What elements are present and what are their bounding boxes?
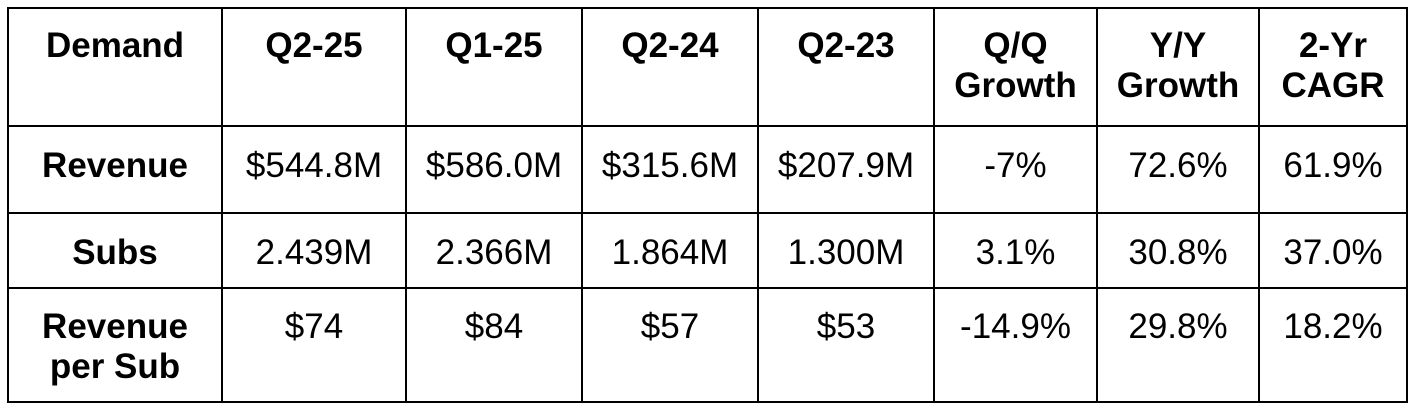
demand-table-container: Demand Q2-25 Q1-25 Q2-24 Q2-23 Q/Q Growt… xyxy=(7,7,1408,403)
table-cell: 37.0% xyxy=(1258,212,1408,289)
table-row-subs: Subs 2.439M 2.366M 1.864M 1.300M 3.1% 30… xyxy=(7,212,1408,289)
column-header-yy-growth: Y/Y Growth xyxy=(1096,7,1260,127)
table-cell: 61.9% xyxy=(1258,125,1408,214)
row-label-revenue: Revenue xyxy=(7,125,223,214)
column-header-line: Q2-24 xyxy=(621,26,719,65)
table-cell: $207.9M xyxy=(757,125,935,214)
row-label-subs: Subs xyxy=(7,212,223,289)
column-header-line: 2-Yr xyxy=(1298,26,1368,65)
column-header-q2-23: Q2-23 xyxy=(757,7,935,127)
column-header-2yr-cagr: 2-Yr CAGR xyxy=(1258,7,1408,127)
row-label-line: per Sub xyxy=(49,347,181,386)
row-label-revenue-per-sub: Revenue per Sub xyxy=(7,287,223,403)
header-row: Demand Q2-25 Q1-25 Q2-24 Q2-23 Q/Q Growt… xyxy=(7,7,1408,127)
column-header-q2-24: Q2-24 xyxy=(581,7,759,127)
row-label-line: Revenue xyxy=(42,146,188,185)
table-cell: $315.6M xyxy=(581,125,759,214)
table-row-revenue: Revenue $544.8M $586.0M $315.6M $207.9M … xyxy=(7,125,1408,214)
demand-table: Demand Q2-25 Q1-25 Q2-24 Q2-23 Q/Q Growt… xyxy=(7,7,1408,403)
column-header-q1-25: Q1-25 xyxy=(405,7,583,127)
table-cell: -7% xyxy=(933,125,1098,214)
column-header-line: Growth xyxy=(954,66,1077,105)
corner-header-demand: Demand xyxy=(7,7,223,127)
table-cell: $84 xyxy=(405,287,583,403)
corner-header-text: Demand xyxy=(45,26,185,65)
table-cell: 18.2% xyxy=(1258,287,1408,403)
table-cell: 29.8% xyxy=(1096,287,1260,403)
table-cell: $53 xyxy=(757,287,935,403)
table-cell: $74 xyxy=(221,287,407,403)
column-header-q2-25: Q2-25 xyxy=(221,7,407,127)
column-header-line: Y/Y xyxy=(1149,26,1207,65)
column-header-line: Q/Q xyxy=(983,26,1048,65)
table-cell: 72.6% xyxy=(1096,125,1260,214)
column-header-line: Q1-25 xyxy=(445,26,543,65)
table-cell: $544.8M xyxy=(221,125,407,214)
column-header-line: Q2-25 xyxy=(265,26,363,65)
table-cell: 2.366M xyxy=(405,212,583,289)
column-header-line: CAGR xyxy=(1281,66,1385,105)
table-row-revenue-per-sub: Revenue per Sub $74 $84 $57 $53 -14.9% 2… xyxy=(7,287,1408,403)
table-cell: 3.1% xyxy=(933,212,1098,289)
table-cell: -14.9% xyxy=(933,287,1098,403)
table-cell: 2.439M xyxy=(221,212,407,289)
row-label-line: Revenue xyxy=(42,307,188,346)
column-header-qq-growth: Q/Q Growth xyxy=(933,7,1098,127)
row-label-line: Subs xyxy=(72,233,158,272)
column-header-line: Growth xyxy=(1116,66,1240,105)
table-cell: 30.8% xyxy=(1096,212,1260,289)
column-header-line: Q2-23 xyxy=(797,26,895,65)
table-cell: 1.864M xyxy=(581,212,759,289)
table-cell: $586.0M xyxy=(405,125,583,214)
table-cell: 1.300M xyxy=(757,212,935,289)
table-cell: $57 xyxy=(581,287,759,403)
